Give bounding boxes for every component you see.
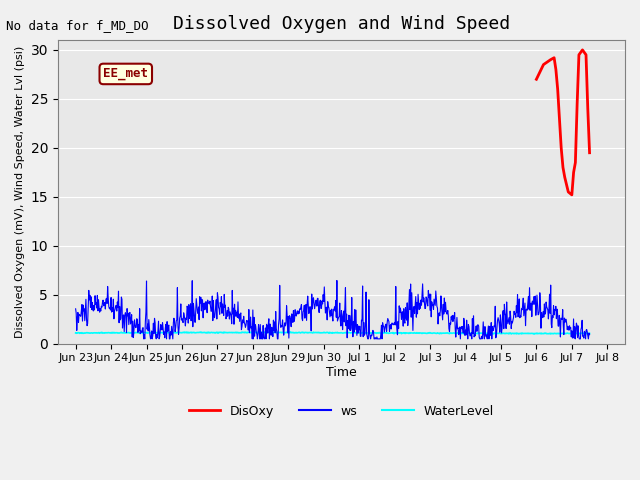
Text: No data for f_MD_DO: No data for f_MD_DO: [6, 19, 149, 32]
WaterLevel: [508, 331, 515, 337]
ws: [140, 336, 147, 342]
DisOxy: [584, 106, 591, 111]
DisOxy: [540, 62, 547, 68]
WaterLevel: [460, 331, 467, 336]
DisOxy: [575, 52, 583, 58]
WaterLevel: [292, 330, 300, 336]
X-axis label: Time: Time: [326, 366, 357, 379]
DisOxy: [557, 145, 565, 151]
ws: [72, 306, 79, 312]
Legend: DisOxy, ws, WaterLevel: DisOxy, ws, WaterLevel: [184, 399, 499, 422]
DisOxy: [552, 67, 560, 72]
DisOxy: [554, 86, 561, 92]
WaterLevel: [586, 331, 593, 336]
DisOxy: [564, 189, 572, 195]
ws: [516, 313, 524, 319]
DisOxy: [572, 160, 579, 166]
WaterLevel: [72, 330, 79, 336]
Text: EE_met: EE_met: [103, 67, 148, 81]
DisOxy: [532, 76, 540, 82]
DisOxy: [579, 47, 586, 53]
DisOxy: [547, 57, 554, 62]
DisOxy: [556, 116, 563, 121]
DisOxy: [582, 52, 590, 58]
DisOxy: [550, 55, 558, 60]
ws: [586, 332, 593, 337]
Title: Dissolved Oxygen and Wind Speed: Dissolved Oxygen and Wind Speed: [173, 15, 510, 33]
Line: DisOxy: DisOxy: [536, 50, 589, 195]
DisOxy: [570, 169, 577, 175]
WaterLevel: [205, 330, 213, 336]
ws: [292, 312, 300, 318]
DisOxy: [586, 150, 593, 156]
WaterLevel: [516, 330, 524, 336]
Line: WaterLevel: WaterLevel: [76, 332, 589, 334]
WaterLevel: [128, 330, 136, 336]
ws: [206, 298, 214, 304]
WaterLevel: [438, 330, 446, 336]
ws: [333, 277, 340, 283]
ws: [128, 312, 136, 318]
WaterLevel: [261, 329, 269, 335]
DisOxy: [573, 101, 581, 107]
ws: [439, 317, 447, 323]
Line: ws: ws: [76, 280, 589, 339]
Y-axis label: Dissolved Oxygen (mV), Wind Speed, Water Lvl (psi): Dissolved Oxygen (mV), Wind Speed, Water…: [15, 46, 25, 338]
DisOxy: [559, 165, 567, 170]
ws: [460, 315, 468, 321]
DisOxy: [568, 192, 575, 198]
DisOxy: [561, 174, 568, 180]
